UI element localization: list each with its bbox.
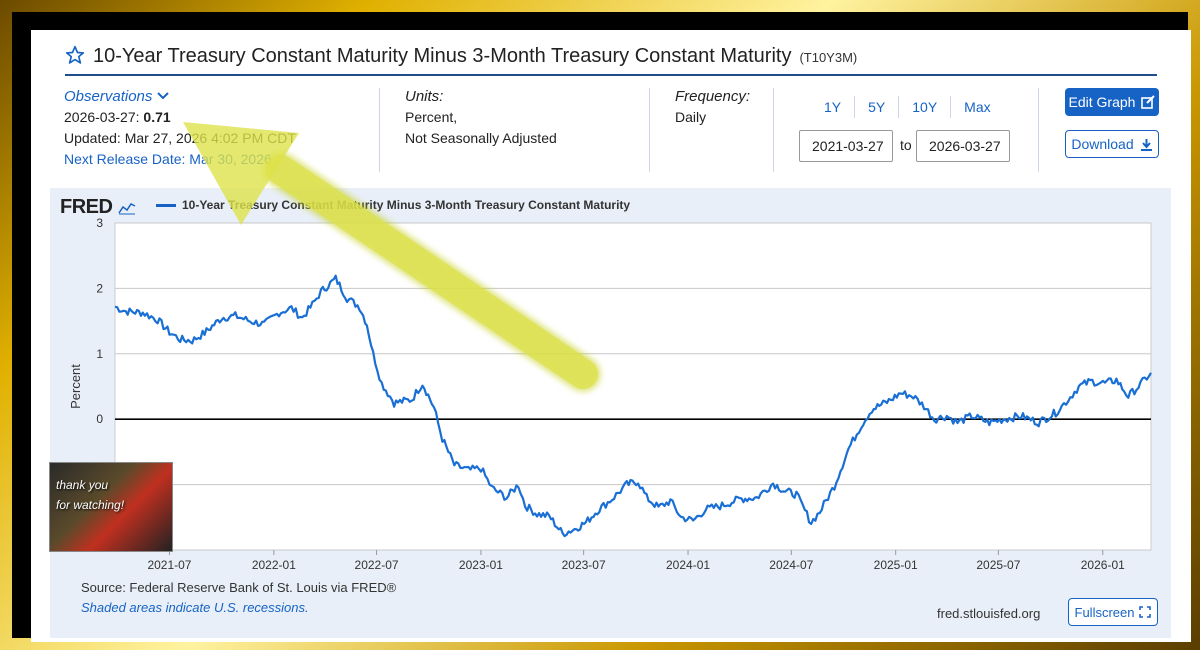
chart-panel: FRED 10-Year Treasury Constant Maturity …: [50, 188, 1171, 638]
y-tick-label: 3: [96, 216, 103, 230]
fred-logo: FRED: [60, 196, 136, 219]
title-divider: [65, 74, 1157, 76]
chart-logo-icon: [117, 202, 135, 215]
title-row: 10-Year Treasury Constant Maturity Minus…: [65, 42, 857, 68]
fullscreen-icon: [1139, 606, 1152, 618]
observation-date: 2026-03-27:: [64, 109, 140, 125]
observations-link[interactable]: Observations: [64, 88, 153, 105]
latest-observation: 2026-03-27: 0.71: [64, 107, 296, 128]
edit-graph-label: Edit Graph: [1068, 94, 1136, 110]
x-tick-label: 2022-07: [355, 558, 399, 572]
legend-swatch: [156, 203, 176, 207]
divider: [773, 88, 774, 172]
updated-text: Updated: Mar 27, 2026 4:02 PM CDT: [64, 130, 296, 146]
range-max-button[interactable]: Max: [964, 99, 991, 115]
observation-value: 0.71: [143, 109, 171, 125]
download-button[interactable]: Download: [1065, 130, 1159, 158]
x-tick-label: 2025-07: [976, 558, 1020, 572]
thank-you-thumbnail: thank you for watching!: [49, 462, 173, 552]
site-url: fred.stlouisfed.org: [937, 606, 1041, 621]
fullscreen-label: Fullscreen: [1074, 604, 1135, 620]
x-tick-label: 2023-01: [459, 558, 503, 572]
frequency-block: Frequency: Daily: [675, 86, 750, 128]
chevron-down-icon: [157, 92, 169, 100]
edit-graph-button[interactable]: Edit Graph: [1065, 88, 1159, 116]
fullscreen-button[interactable]: Fullscreen: [1068, 598, 1158, 626]
edit-icon: [1141, 95, 1156, 109]
source-text: Source: Federal Reserve Bank of St. Loui…: [81, 580, 397, 595]
x-tick-label: 2023-07: [562, 558, 606, 572]
plot-area: [114, 222, 1152, 551]
x-tick-label: 2024-01: [666, 558, 710, 572]
units-block: Units: Percent, Not Seasonally Adjusted: [405, 86, 557, 149]
divider: [379, 88, 380, 172]
units-line1: Percent,: [405, 109, 458, 125]
y-tick-label: 1: [96, 347, 103, 361]
divider: [649, 88, 650, 172]
download-icon: [1140, 138, 1152, 151]
frequency-label: Frequency:: [675, 88, 751, 105]
range-5y-button[interactable]: 5Y: [855, 96, 900, 118]
to-label: to: [900, 137, 912, 153]
end-date-input[interactable]: 2026-03-27: [916, 130, 1010, 162]
frame-border: 10-Year Treasury Constant Maturity Minus…: [12, 12, 1191, 642]
thumbnail-text: thank you for watching!: [56, 475, 124, 515]
x-tick-label: 2022-01: [252, 558, 296, 572]
start-date-input[interactable]: 2021-03-27: [799, 130, 893, 162]
download-label: Download: [1071, 136, 1134, 152]
page-title: 10-Year Treasury Constant Maturity Minus…: [93, 45, 792, 67]
divider: [1038, 88, 1039, 172]
thumbnail-line2: for watching!: [56, 498, 125, 512]
frequency-value: Daily: [675, 109, 707, 125]
x-tick-label: 2026-01: [1081, 558, 1125, 572]
line-chart: 3 2 1 0 Percent 2021-07 2022-01 2022-07 2023-01 2…: [68, 216, 1152, 572]
recession-note: Shaded areas indicate U.S. recessions.: [81, 600, 309, 615]
x-tick-label: 2021-07: [147, 558, 191, 572]
range-10y-button[interactable]: 10Y: [899, 96, 952, 118]
star-icon[interactable]: [65, 45, 85, 65]
next-release-link[interactable]: Next Release Date: Mar 30, 2026: [64, 151, 272, 167]
observations-block: Observations 2026-03-27: 0.71 Updated: M…: [64, 86, 296, 170]
y-axis-label: Percent: [68, 364, 83, 409]
series-id: (T10Y3M): [799, 50, 858, 65]
y-tick-label: 2: [96, 281, 103, 295]
thumbnail-line1: thank you: [56, 478, 109, 492]
x-tick-label: 2024-07: [769, 558, 813, 572]
x-tick-label: 2025-01: [874, 558, 918, 572]
fred-logo-text: FRED: [60, 196, 113, 218]
range-1y-button[interactable]: 1Y: [811, 96, 856, 118]
units-label: Units:: [405, 88, 444, 105]
fred-page: 10-Year Treasury Constant Maturity Minus…: [31, 30, 1191, 642]
units-line2: Not Seasonally Adjusted: [405, 130, 557, 146]
range-buttons: 1Y 5Y 10Y Max: [811, 96, 1004, 118]
y-tick-label: 0: [96, 412, 103, 426]
observations-dropdown[interactable]: Observations: [64, 86, 296, 107]
